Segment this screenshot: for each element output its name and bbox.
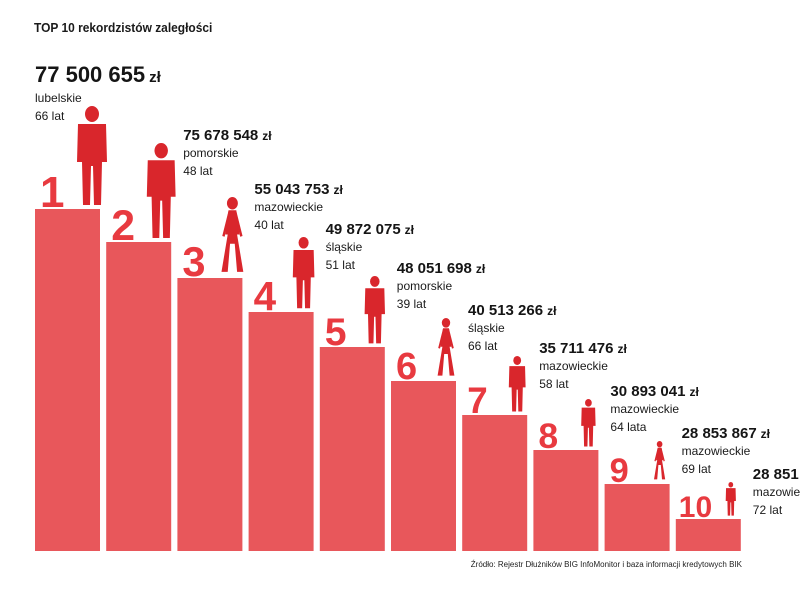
bar-group-2: 2 75 678 548 zł pomorskie 48 lat	[106, 127, 272, 551]
region-label-3: mazowieckie	[254, 200, 323, 214]
age-label-8: 64 lata	[610, 420, 646, 434]
rank-label-4: 4	[254, 273, 277, 319]
man-figure-icon	[292, 237, 315, 309]
rank-label-5: 5	[325, 311, 347, 354]
rank-label-10: 10	[679, 491, 712, 524]
region-label-10: mazowieckie	[753, 485, 800, 499]
age-label-9: 69 lat	[682, 462, 712, 476]
age-label-10: 72 lat	[753, 503, 783, 517]
rank-label-1: 1	[40, 168, 64, 217]
bar-group-9: 9 28 853 867 zł mazowieckie 69 lat	[604, 425, 771, 551]
currency-unit: zł	[149, 69, 162, 86]
age-label-2: 48 lat	[183, 164, 213, 178]
region-label-5: pomorskie	[397, 279, 453, 293]
rank-label-8: 8	[538, 416, 558, 456]
man-figure-icon	[364, 276, 385, 344]
region-label-9: mazowieckie	[682, 444, 751, 458]
amount-label-7: 35 711 476 zł	[539, 340, 627, 357]
man-figure-icon	[725, 482, 736, 516]
woman-figure-icon	[221, 197, 244, 272]
bar-8	[533, 450, 599, 551]
age-label-6: 66 lat	[468, 339, 498, 353]
bar-group-8: 8 30 893 041 zł mazowieckie 64 lata	[533, 383, 699, 551]
currency-unit: zł	[262, 129, 272, 143]
bar-9	[604, 484, 670, 551]
man-figure-icon	[77, 106, 107, 205]
bar-3	[177, 278, 243, 551]
rank-label-2: 2	[111, 202, 135, 250]
chart-title: TOP 10 rekordzistów zaległości	[34, 20, 213, 35]
bar-group-5: 5 48 051 698 zł pomorskie 39 lat	[319, 260, 486, 551]
bar-10	[675, 519, 741, 551]
rank-label-9: 9	[610, 452, 629, 490]
amount-label-3: 55 043 753 zł	[254, 181, 343, 198]
bar-7	[462, 415, 528, 551]
bar-group-3: 3 55 043 753 zł mazowieckie 40 lat	[177, 181, 343, 551]
woman-figure-icon	[654, 441, 666, 480]
currency-unit: zł	[761, 427, 771, 441]
amount-label-2: 75 678 548 zł	[183, 127, 272, 144]
currency-unit: zł	[476, 262, 486, 276]
region-label-6: śląskie	[468, 321, 505, 335]
age-label-5: 39 lat	[397, 297, 427, 311]
man-figure-icon	[508, 356, 526, 412]
bar-group-4: 4 49 872 075 zł śląskie 51 lat	[248, 221, 415, 551]
bar-1	[35, 209, 100, 551]
region-label-8: mazowieckie	[610, 402, 679, 416]
age-label-7: 58 lat	[539, 377, 569, 391]
rank-label-7: 7	[467, 380, 487, 421]
region-label-4: śląskie	[326, 240, 363, 254]
region-label-1: lubelskie	[35, 91, 82, 105]
currency-unit: zł	[405, 223, 415, 237]
bar-group-1: 1 77 500 655 zł lubelskie 66 lat	[35, 62, 162, 551]
man-figure-icon	[146, 143, 176, 239]
amount-label-6: 40 513 266 zł	[468, 302, 557, 319]
region-label-7: mazowieckie	[539, 359, 608, 373]
age-label-3: 40 lat	[254, 218, 284, 232]
currency-unit: zł	[333, 183, 343, 197]
currency-unit: zł	[689, 385, 699, 399]
bar-2	[106, 242, 172, 551]
amount-label-10: 28 851 421zł	[753, 466, 800, 483]
bar-group-10: 10 28 851 421zł mazowieckie 72 lat	[675, 466, 800, 551]
amount-label-9: 28 853 867 zł	[682, 425, 771, 442]
bar-group-6: 6 40 513 266 zł śląskie 66 lat	[391, 302, 557, 551]
amount-label-4: 49 872 075 zł	[326, 221, 415, 238]
woman-figure-icon	[437, 318, 455, 376]
man-figure-icon	[581, 399, 596, 447]
region-label-2: pomorskie	[183, 146, 239, 160]
age-label-4: 51 lat	[326, 258, 356, 272]
amount-label-5: 48 051 698 zł	[397, 260, 486, 277]
source-note: Źródło: Rejestr Dłużników BIG InfoMonito…	[470, 560, 742, 569]
amount-label-1: 77 500 655 zł	[35, 62, 162, 87]
rank-label-6: 6	[396, 346, 417, 388]
bar-4	[248, 312, 314, 551]
rank-label-3: 3	[182, 238, 205, 285]
currency-unit: zł	[617, 342, 627, 356]
age-label-1: 66 lat	[35, 109, 65, 123]
amount-label-8: 30 893 041 zł	[610, 383, 699, 400]
currency-unit: zł	[547, 304, 557, 318]
bar-6	[391, 381, 456, 551]
bar-group-7: 7 35 711 476 zł mazowieckie 58 lat	[462, 340, 627, 551]
bar-5	[319, 347, 385, 551]
